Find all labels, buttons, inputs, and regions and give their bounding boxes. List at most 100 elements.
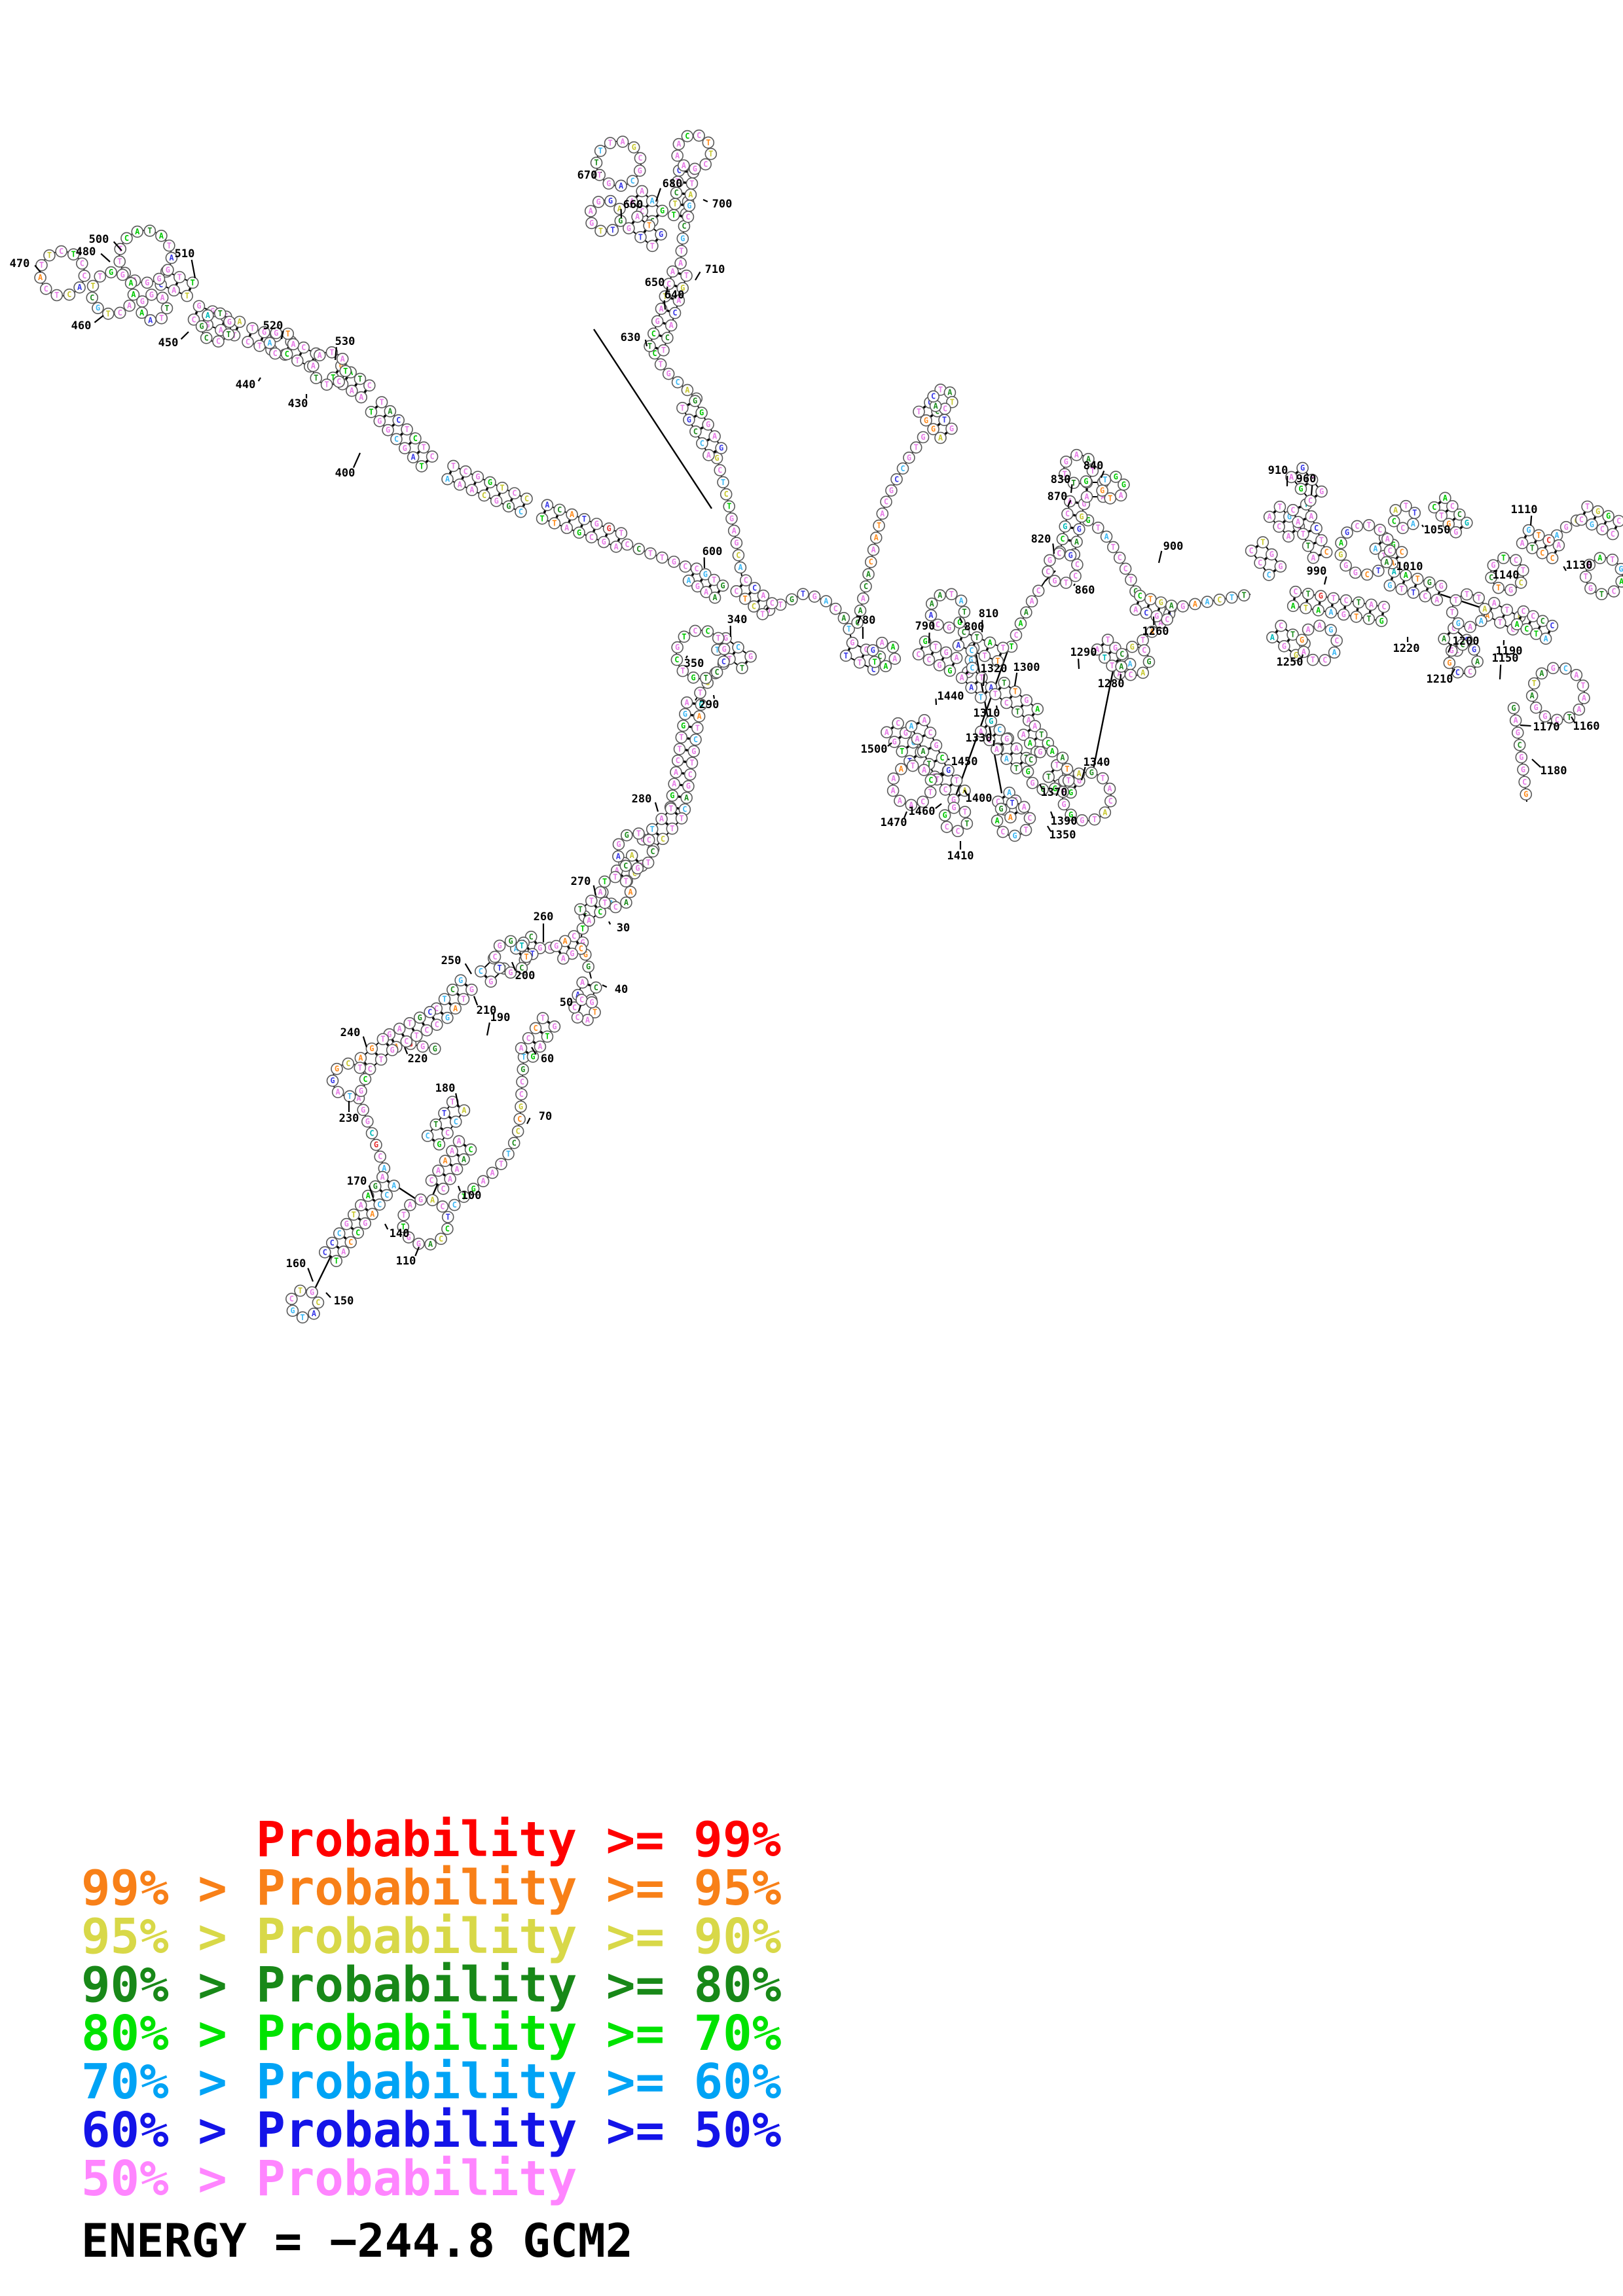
base-letter: A: [675, 151, 680, 160]
base-letter: A: [561, 954, 566, 963]
base-circle: [212, 335, 225, 348]
base-circle: [717, 476, 729, 489]
position-label: 810: [979, 607, 998, 633]
base-letter: C: [1046, 567, 1050, 576]
base-letter: G: [951, 795, 956, 804]
base-circle: [1286, 503, 1300, 516]
base-circle: [355, 391, 368, 404]
position-label: 250: [441, 954, 472, 975]
base-letter: C: [413, 434, 418, 443]
svg-text:1370: 1370: [1041, 786, 1068, 799]
base-circle: [955, 594, 968, 607]
base-letter: C: [682, 222, 686, 231]
base-letter: G: [570, 949, 574, 958]
base-letter: C: [640, 207, 644, 216]
base-circle: [1275, 619, 1287, 632]
svg-text:290: 290: [699, 698, 720, 711]
base-circle: [851, 617, 864, 629]
base-letter: C: [1334, 636, 1339, 645]
base-letter: C: [1279, 621, 1283, 630]
base-circle: [550, 940, 562, 952]
base-circle: [1423, 576, 1436, 589]
base-circle: [450, 1163, 464, 1175]
base-circle: [495, 1158, 507, 1170]
base-circle: [1032, 584, 1045, 597]
svg-text:640: 640: [665, 289, 685, 302]
base-circle: [415, 460, 428, 473]
base-circle: [1395, 546, 1408, 558]
position-label: 630: [621, 331, 648, 347]
base-letter: C: [675, 378, 680, 387]
base-letter: G: [1082, 499, 1086, 509]
base-circle: [689, 162, 701, 175]
base-letter: A: [880, 509, 885, 518]
base-circle: [1607, 528, 1619, 541]
base-letter: T: [357, 374, 362, 384]
base-circle: [627, 141, 640, 154]
base-letter: T: [650, 242, 655, 251]
base-circle: [1266, 548, 1278, 561]
base-letter: T: [589, 896, 594, 905]
base-circle: [325, 346, 338, 359]
base-letter: G: [339, 361, 344, 370]
base-letter: C: [1514, 556, 1518, 565]
svg-text:1310: 1310: [974, 707, 1000, 720]
base-circle: [582, 960, 594, 973]
base-letter: T: [668, 804, 673, 814]
base-letter: G: [606, 179, 611, 188]
base-letter: C: [666, 279, 671, 289]
base-circle: [1428, 501, 1440, 514]
base-circle: [307, 359, 319, 372]
base-circle: [380, 1189, 393, 1202]
base-letter: A: [1084, 492, 1089, 501]
base-circle: [1000, 696, 1013, 709]
svg-text:1010: 1010: [1396, 560, 1423, 573]
base-circle: [268, 347, 282, 360]
base-circle: [927, 423, 939, 435]
base-letter: A: [291, 340, 296, 349]
base-circle: [1596, 523, 1609, 535]
base-letter: A: [922, 765, 927, 774]
base-letter: A: [1443, 493, 1448, 503]
base-letter: G: [437, 1139, 441, 1149]
base-letter: C: [428, 1007, 432, 1016]
base-letter: T: [1439, 511, 1444, 520]
base-letter: G: [1064, 457, 1068, 466]
position-label: 600: [702, 545, 722, 569]
base-letter: A: [1332, 648, 1337, 657]
base-circle: [939, 783, 952, 796]
base-circle: [143, 224, 156, 237]
base-letter: A: [1286, 532, 1291, 541]
base-letter: G: [519, 1102, 523, 1111]
base-letter: C: [613, 903, 618, 912]
base-letter: C: [435, 1020, 439, 1030]
base-circle: [1374, 524, 1387, 536]
base-circle: [444, 1173, 456, 1185]
base-letter: G: [363, 1219, 367, 1228]
base-circle: [1165, 600, 1178, 612]
base-circle: [325, 1236, 338, 1249]
base-circle: [699, 672, 712, 685]
base-circle: [1351, 520, 1364, 533]
base-letter: G: [922, 637, 927, 646]
base-letter: A: [370, 1210, 375, 1219]
base-circle: [1552, 539, 1565, 552]
base-letter: T: [1010, 798, 1014, 808]
base-letter: A: [619, 181, 624, 190]
base-letter: G: [594, 519, 599, 528]
base-circle: [974, 725, 987, 738]
base-circle: [452, 1135, 465, 1147]
base-letter: G: [632, 143, 636, 152]
base-letter: A: [1158, 619, 1163, 628]
position-label: 70: [526, 1110, 552, 1124]
svg-text:30: 30: [617, 922, 630, 935]
base-letter: G: [957, 618, 962, 627]
base-circle: [1451, 617, 1465, 630]
